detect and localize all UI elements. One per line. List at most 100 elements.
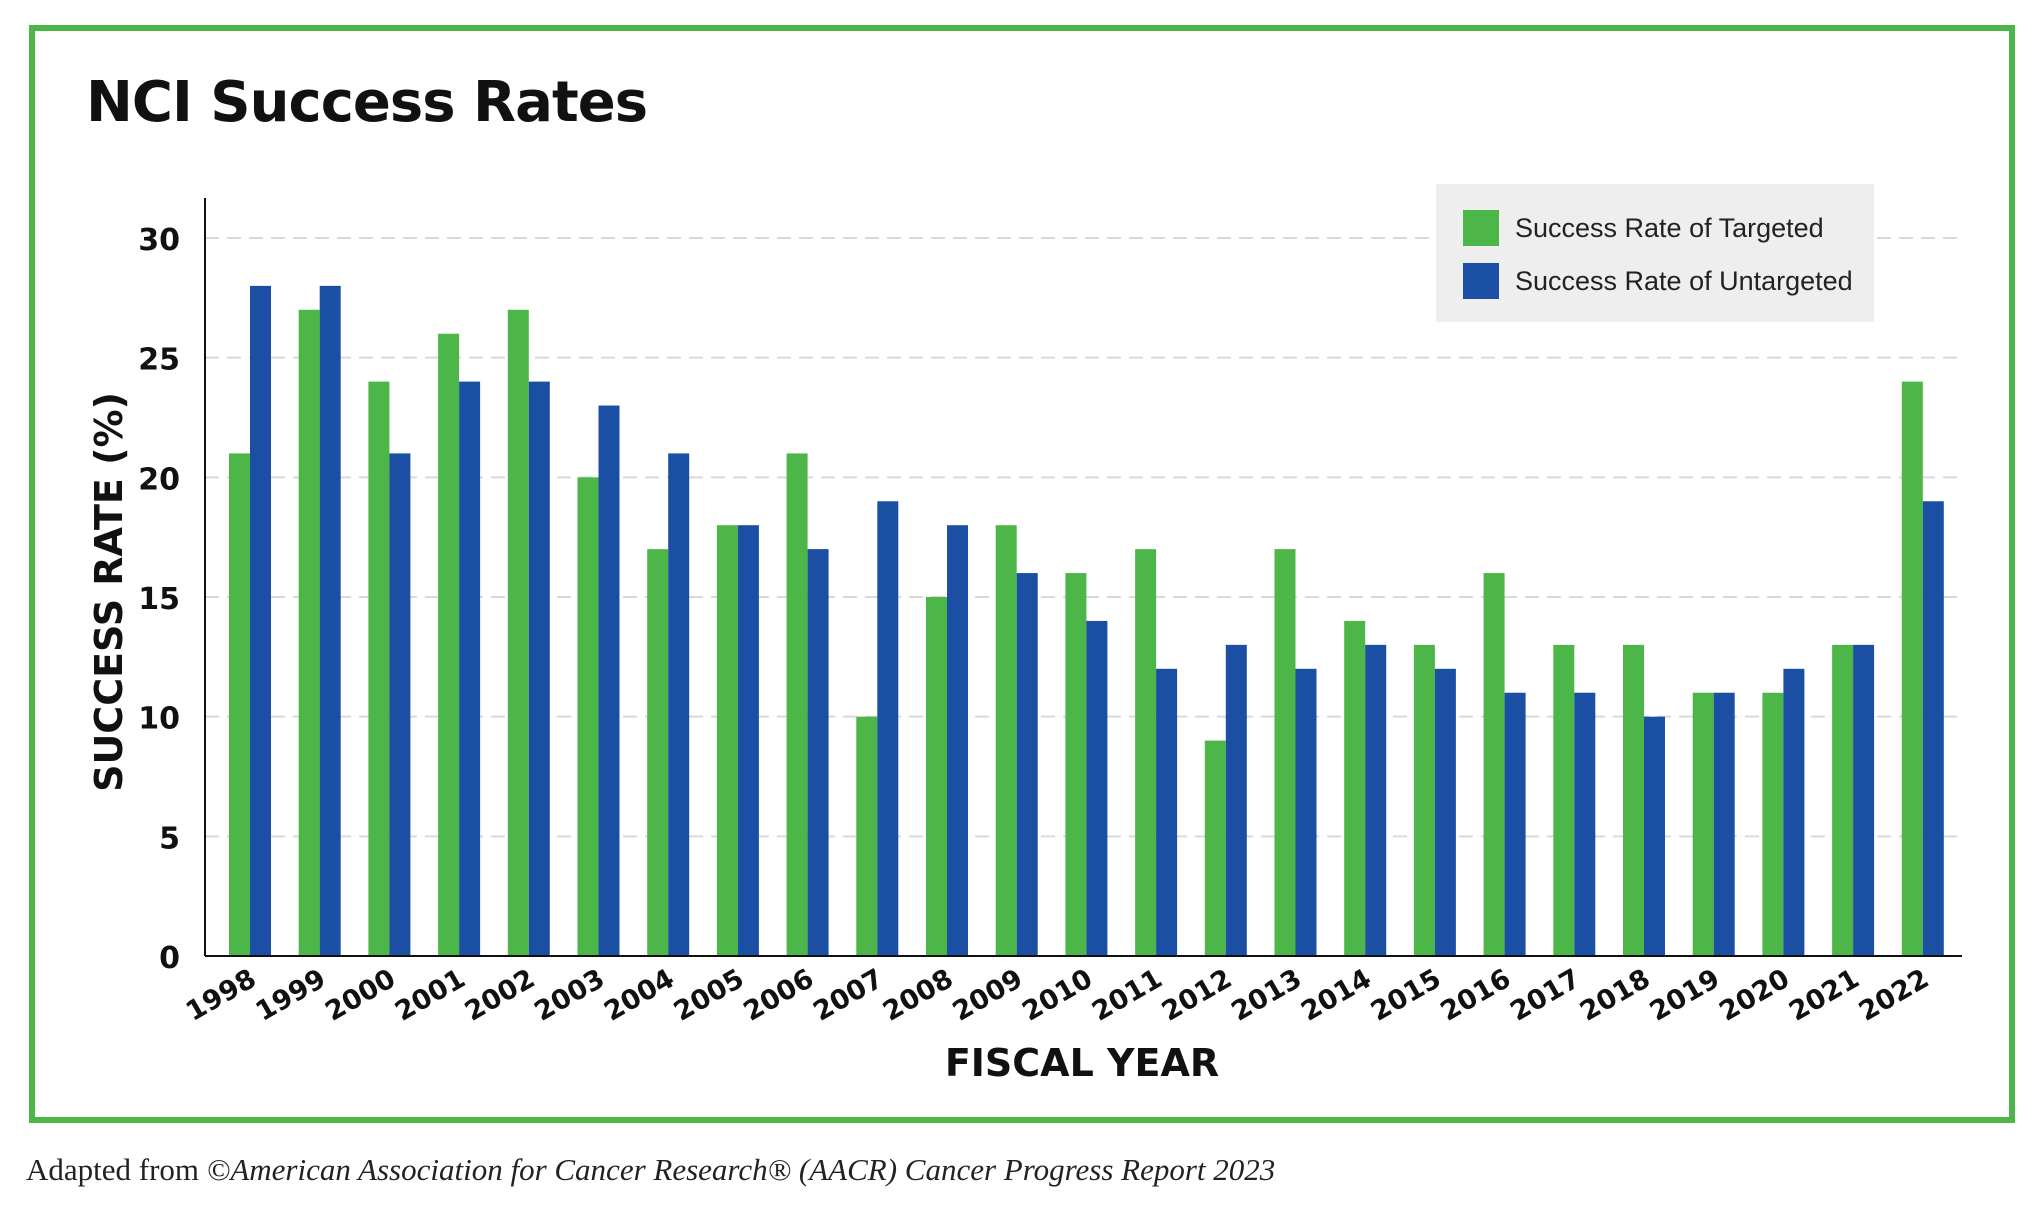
x-tick-label: 2011 [1087, 963, 1168, 1027]
bar-untargeted [1016, 573, 1038, 956]
bar-targeted [716, 525, 738, 956]
bar-untargeted [668, 453, 690, 956]
source-prefix: Adapted from [26, 1152, 207, 1187]
bar-untargeted [319, 285, 341, 956]
bar-targeted [1762, 692, 1784, 956]
y-tick-label: 25 [138, 343, 180, 378]
x-tick-label: 2000 [320, 963, 401, 1027]
bar-targeted [926, 597, 947, 956]
bar-untargeted [1365, 644, 1387, 956]
bar-untargeted [1504, 692, 1526, 956]
x-tick-label: 2005 [669, 963, 750, 1027]
bar-targeted [856, 716, 878, 956]
x-tick-label: 2006 [739, 963, 820, 1027]
bar-untargeted [947, 525, 968, 956]
legend-swatch-targeted [1463, 210, 1499, 246]
x-tick-label: 2013 [1226, 963, 1307, 1027]
bar-targeted [229, 453, 250, 956]
legend-label-targeted: Success Rate of Targeted [1515, 212, 1824, 243]
x-tick-label: 2016 [1436, 963, 1517, 1027]
bar-untargeted [807, 549, 829, 956]
bar-targeted [438, 333, 460, 956]
chart-title: NCI Success Rates [86, 70, 648, 135]
bar-targeted [368, 381, 390, 957]
bar-targeted [995, 525, 1017, 956]
x-tick-label: 2017 [1505, 963, 1586, 1027]
x-tick-label: 2018 [1575, 963, 1656, 1027]
bar-untargeted [528, 381, 550, 957]
bar-untargeted [1295, 668, 1317, 956]
legend-item-targeted: Success Rate of Targeted [1463, 210, 1824, 246]
bar-untargeted [459, 381, 481, 957]
bar-targeted [1204, 740, 1226, 956]
y-tick-label: 15 [138, 582, 180, 617]
x-tick-label: 2014 [1296, 963, 1377, 1027]
x-tick-label: 2010 [1017, 963, 1098, 1027]
x-tick-label: 2022 [1854, 963, 1935, 1027]
bar-targeted [1274, 549, 1296, 956]
y-tick-label: 30 [138, 223, 180, 258]
legend-label-untargeted: Success Rate of Untargeted [1515, 265, 1853, 296]
x-tick-label: 2003 [529, 963, 610, 1027]
bar-untargeted [1225, 644, 1247, 956]
bar-targeted [1344, 620, 1366, 956]
bar-targeted [786, 453, 808, 956]
x-tick-label: 2015 [1366, 963, 1447, 1027]
legend: Success Rate of Targeted Success Rate of… [1436, 184, 1874, 322]
x-tick-label: 2012 [1157, 963, 1238, 1027]
bar-targeted [1413, 644, 1435, 956]
bar-untargeted [1922, 501, 1944, 956]
bar-targeted [1135, 549, 1157, 956]
bar-untargeted [250, 285, 271, 956]
y-tick-labels: 0 5 10 15 20 25 30 [138, 223, 180, 976]
x-tick-label: 1999 [251, 963, 332, 1027]
x-tick-label: 1998 [181, 963, 262, 1027]
y-axis-label: SUCCESS RATE (%) [87, 392, 131, 792]
bar-targeted [577, 477, 599, 956]
x-tick-label: 2021 [1784, 963, 1865, 1027]
bar-targeted [647, 549, 669, 956]
bar-untargeted [1713, 692, 1735, 956]
bar-targeted [1483, 573, 1505, 956]
x-tick-label: 2008 [878, 963, 959, 1027]
bar-untargeted [1156, 668, 1178, 956]
bar-untargeted [1644, 716, 1665, 956]
x-tick-label: 2007 [808, 963, 889, 1027]
bar-targeted [1901, 381, 1923, 957]
x-tick-labels: 1998199920002001200220032004200520062007… [181, 963, 1934, 1027]
bar-targeted [1065, 573, 1087, 956]
x-tick-label: 2004 [599, 963, 680, 1027]
bar-untargeted [737, 525, 759, 956]
source-caption: Adapted from ©American Association for C… [26, 1152, 1275, 1188]
bar-targeted [1553, 644, 1575, 956]
bar-untargeted [1574, 692, 1596, 956]
axes [204, 198, 1962, 957]
x-tick-label: 2002 [460, 963, 541, 1027]
y-tick-label: 20 [138, 462, 180, 497]
bar-targeted [298, 309, 320, 956]
legend-swatch-untargeted [1463, 263, 1499, 299]
bar-untargeted [1783, 668, 1805, 956]
bar-untargeted [877, 501, 899, 956]
legend-item-untargeted: Success Rate of Untargeted [1463, 263, 1853, 299]
bar-untargeted [389, 453, 411, 956]
bar-targeted [1832, 644, 1854, 956]
y-tick-label: 10 [138, 702, 180, 737]
source-citation: ©American Association for Cancer Researc… [206, 1152, 1276, 1187]
bar-targeted [507, 309, 529, 956]
y-tick-label: 5 [159, 821, 180, 856]
bar-untargeted [1086, 620, 1108, 956]
bar-targeted [1623, 644, 1644, 956]
bar-untargeted [598, 405, 620, 956]
bar-untargeted [1853, 644, 1875, 956]
x-tick-label: 2019 [1645, 963, 1726, 1027]
bars [229, 285, 1944, 957]
x-tick-label: 2009 [948, 963, 1029, 1027]
x-tick-label: 2020 [1714, 963, 1795, 1027]
y-tick-label: 0 [159, 941, 180, 976]
x-axis-label: FISCAL YEAR [945, 1041, 1219, 1085]
x-tick-label: 2001 [390, 963, 471, 1027]
bar-targeted [1692, 692, 1714, 956]
bar-untargeted [1434, 668, 1456, 956]
